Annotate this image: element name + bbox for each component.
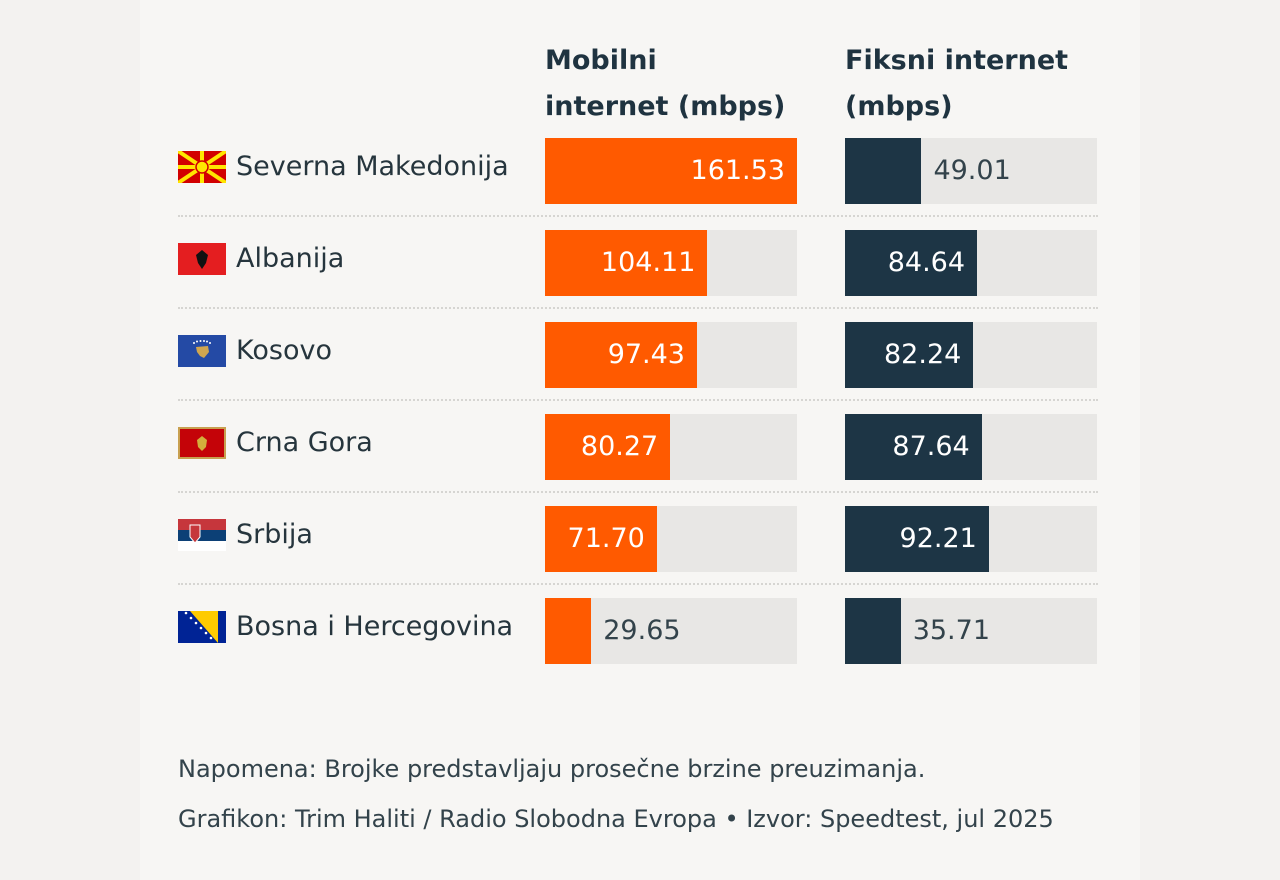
fixed-bar [845, 138, 922, 204]
mobile-bar-track: 29.65 [545, 598, 797, 664]
flag-north-macedonia-icon [176, 149, 228, 185]
fixed-bar-track: 84.64 [845, 230, 1097, 296]
chart-row: Albanija 104.11 84.64 [178, 230, 1098, 296]
country-label: Albanija [236, 243, 345, 274]
footnote: Napomena: Brojke predstavljaju prosečne … [178, 755, 926, 783]
mobile-bar-track: 71.70 [545, 506, 797, 572]
mobile-bar [545, 322, 697, 388]
value-label: 71.70 [567, 523, 645, 554]
mobile-bar-track: 161.53 [545, 138, 797, 204]
header-line: internet (mbps) [545, 91, 786, 122]
flag-kosovo-icon [178, 335, 226, 367]
fixed-bar-track: 82.24 [845, 322, 1097, 388]
value-label: 161.53 [690, 155, 785, 186]
value-label: 97.43 [607, 339, 685, 370]
header-line: (mbps) [845, 91, 953, 122]
fixed-bar [845, 506, 989, 572]
value-label: 49.01 [933, 155, 1011, 186]
chart-row: Srbija 71.70 92.21 [178, 506, 1098, 572]
credit-source: Grafikon: Trim Haliti / Radio Slobodna E… [178, 805, 1054, 833]
flag-bosnia-icon [178, 611, 226, 643]
header-line: Mobilni [545, 45, 657, 76]
mobile-bar [545, 598, 592, 664]
row-separator [178, 399, 1098, 401]
fixed-bar-track: 92.21 [845, 506, 1097, 572]
country-label: Severna Makedonija [236, 151, 509, 182]
flag-albania-icon [178, 243, 226, 275]
chart-row: Crna Gora 80.27 87.64 [178, 414, 1098, 480]
value-label: 82.24 [884, 339, 962, 370]
fixed-bar [845, 322, 974, 388]
mobile-bar-track: 97.43 [545, 322, 797, 388]
flag-montenegro-icon [178, 427, 226, 459]
value-label: 35.71 [912, 615, 990, 646]
fixed-bar [845, 230, 978, 296]
chart-row: Kosovo 97.43 82.24 [178, 322, 1098, 388]
fixed-bar-track: 87.64 [845, 414, 1097, 480]
fixed-bar [845, 598, 901, 664]
column-header-mobile: Mobilni internet (mbps) [545, 38, 805, 130]
chart-row: Bosna i Hercegovina 29.65 35.71 [178, 598, 1098, 664]
value-label: 92.21 [899, 523, 977, 554]
country-label: Bosna i Hercegovina [236, 611, 514, 642]
mobile-bar-track: 80.27 [545, 414, 797, 480]
value-label: 104.11 [600, 247, 696, 278]
mobile-bar [545, 506, 657, 572]
value-label: 29.65 [603, 615, 681, 646]
flag-serbia-icon [178, 519, 226, 551]
country-label: Srbija [236, 519, 313, 550]
chart-row: Severna Makedonija 161.53 49.01 [176, 138, 1098, 204]
header-line: Fiksni internet [845, 45, 1069, 76]
mobile-bar [545, 414, 671, 480]
mobile-bar-track: 104.11 [545, 230, 797, 296]
value-label: 80.27 [580, 431, 659, 462]
fixed-bar-track: 35.71 [845, 598, 1097, 664]
mobile-bar [545, 138, 797, 204]
row-separator [178, 215, 1098, 217]
fixed-bar [845, 414, 982, 480]
row-separator [178, 307, 1098, 309]
mobile-bar [545, 230, 708, 296]
country-label: Kosovo [236, 335, 332, 366]
value-label: 87.64 [892, 431, 970, 462]
value-label: 84.64 [887, 247, 966, 278]
fixed-bar-track: 49.01 [845, 138, 1097, 204]
row-separator [178, 491, 1098, 493]
row-separator [178, 583, 1098, 585]
column-header-fixed: Fiksni internet (mbps) [845, 38, 1105, 130]
country-label: Crna Gora [236, 427, 373, 458]
